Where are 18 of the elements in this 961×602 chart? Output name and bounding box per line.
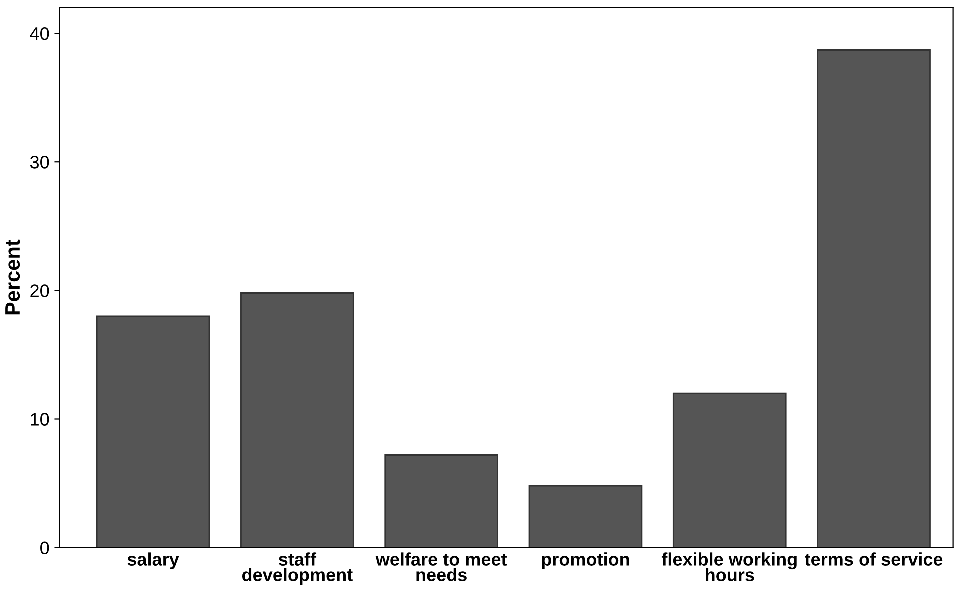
x-tick-label: staff development	[242, 552, 353, 586]
y-tick-label: 20	[30, 284, 50, 298]
bar	[817, 50, 931, 548]
bar	[672, 392, 787, 548]
bar	[528, 485, 643, 548]
y-tick-label: 40	[30, 27, 50, 40]
y-tick-label: 10	[31, 413, 50, 426]
x-tick-label: salary	[128, 552, 180, 570]
bar	[384, 454, 498, 548]
y-axis-title: Percent	[6, 240, 20, 315]
x-tick-label: terms of service	[805, 552, 943, 566]
x-tick-label: flexible working hours	[662, 552, 797, 582]
bar	[96, 316, 210, 548]
y-tick-label: 30	[30, 156, 50, 169]
x-tick-label: welfare to meet needs	[376, 552, 508, 582]
y-tick-label: 0	[40, 542, 50, 555]
bar	[240, 292, 354, 548]
x-tick-label: promotion	[542, 552, 630, 570]
